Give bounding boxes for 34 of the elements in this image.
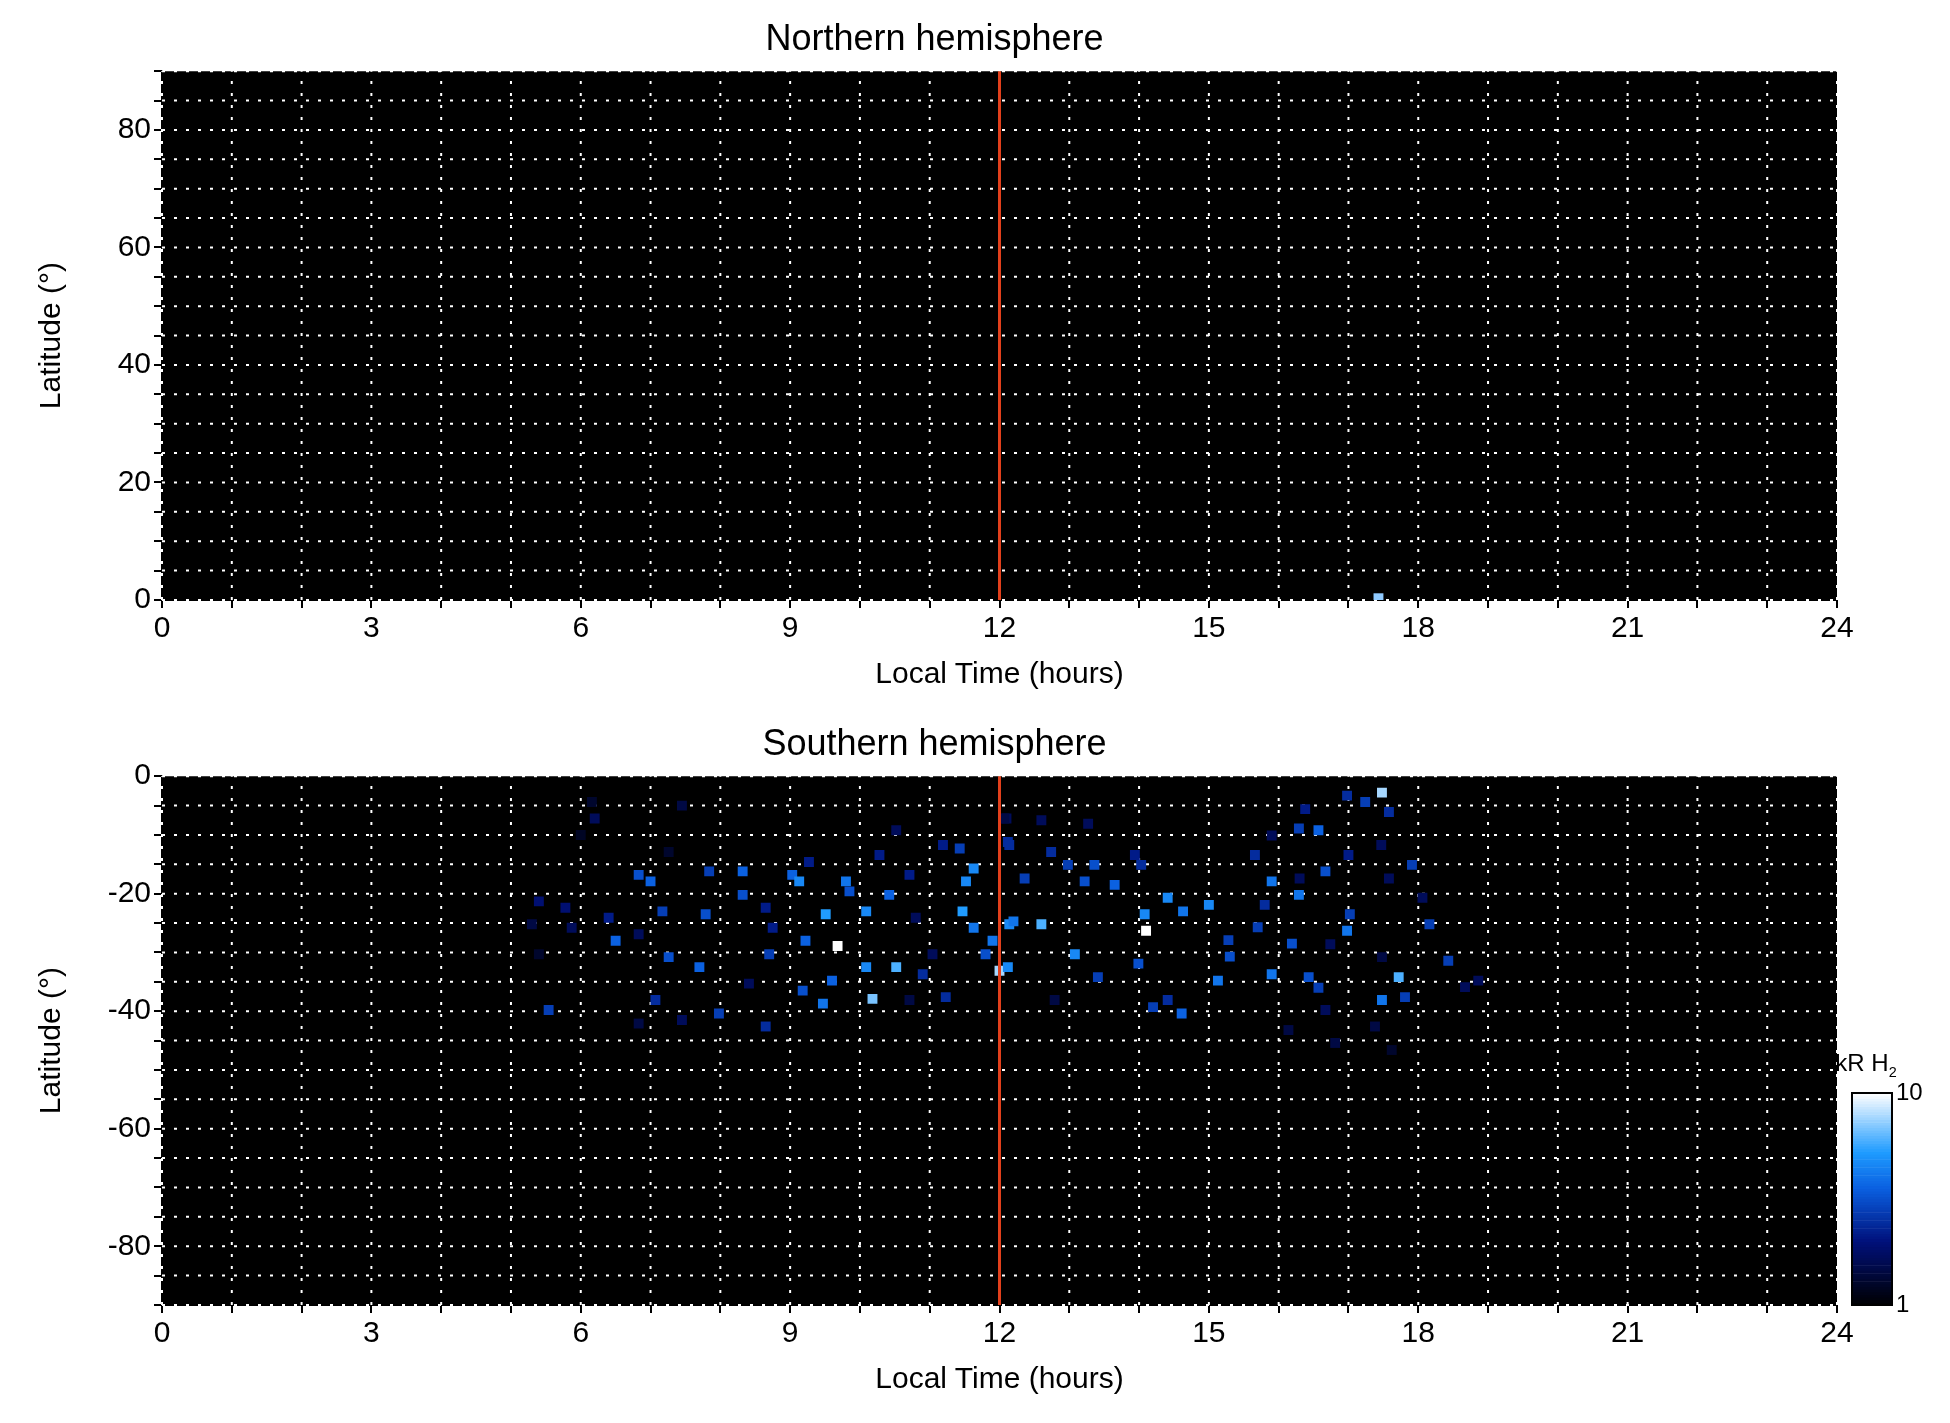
x-tick-label: 24 xyxy=(1820,1315,1854,1349)
y-tick-label: -60 xyxy=(107,1110,151,1143)
x-axis-title: Local Time (hours) xyxy=(875,656,1124,690)
y-tick-label: 60 xyxy=(117,228,151,262)
y-tick-label: 20 xyxy=(117,463,151,497)
x-tick-label: 24 xyxy=(1820,610,1854,644)
x-tick-label: 3 xyxy=(363,610,380,644)
x-tick-label: 21 xyxy=(1610,1315,1645,1349)
x-tick-label: 15 xyxy=(1192,1315,1226,1349)
y-tick-label: -40 xyxy=(107,992,151,1026)
x-tick-label: 21 xyxy=(1610,610,1645,644)
y-tick-label: 0 xyxy=(134,581,151,615)
y-tick-label: -80 xyxy=(107,1227,151,1261)
y-tick-label: 40 xyxy=(117,346,151,380)
x-tick-label: 6 xyxy=(572,1315,590,1349)
x-tick-label: 6 xyxy=(572,610,590,644)
x-tick-label: 9 xyxy=(781,610,799,644)
y-tick-label: -20 xyxy=(107,874,151,908)
y-tick-label: 80 xyxy=(117,111,151,145)
y-tick-label: 0 xyxy=(134,757,151,791)
x-tick-label: 3 xyxy=(363,1315,380,1349)
x-tick-label: 9 xyxy=(781,1315,799,1349)
chart-title: Southern hemisphere xyxy=(762,721,1107,763)
x-axis-title: Local Time (hours) xyxy=(875,1361,1124,1395)
x-tick-label: 12 xyxy=(982,610,1017,644)
y-axis-title: Latitude (°) xyxy=(33,262,67,410)
chart-title: Northern hemisphere xyxy=(765,16,1104,58)
x-tick-label: 15 xyxy=(1192,610,1226,644)
y-axis-title: Latitude (°) xyxy=(33,967,67,1115)
x-tick-label: 18 xyxy=(1401,610,1435,644)
color-bar-label: 10 xyxy=(1896,1077,1923,1105)
color-bar-label: 1 xyxy=(1896,1289,1910,1317)
x-tick-label: 12 xyxy=(982,1315,1017,1349)
x-tick-label: 18 xyxy=(1401,1315,1435,1349)
